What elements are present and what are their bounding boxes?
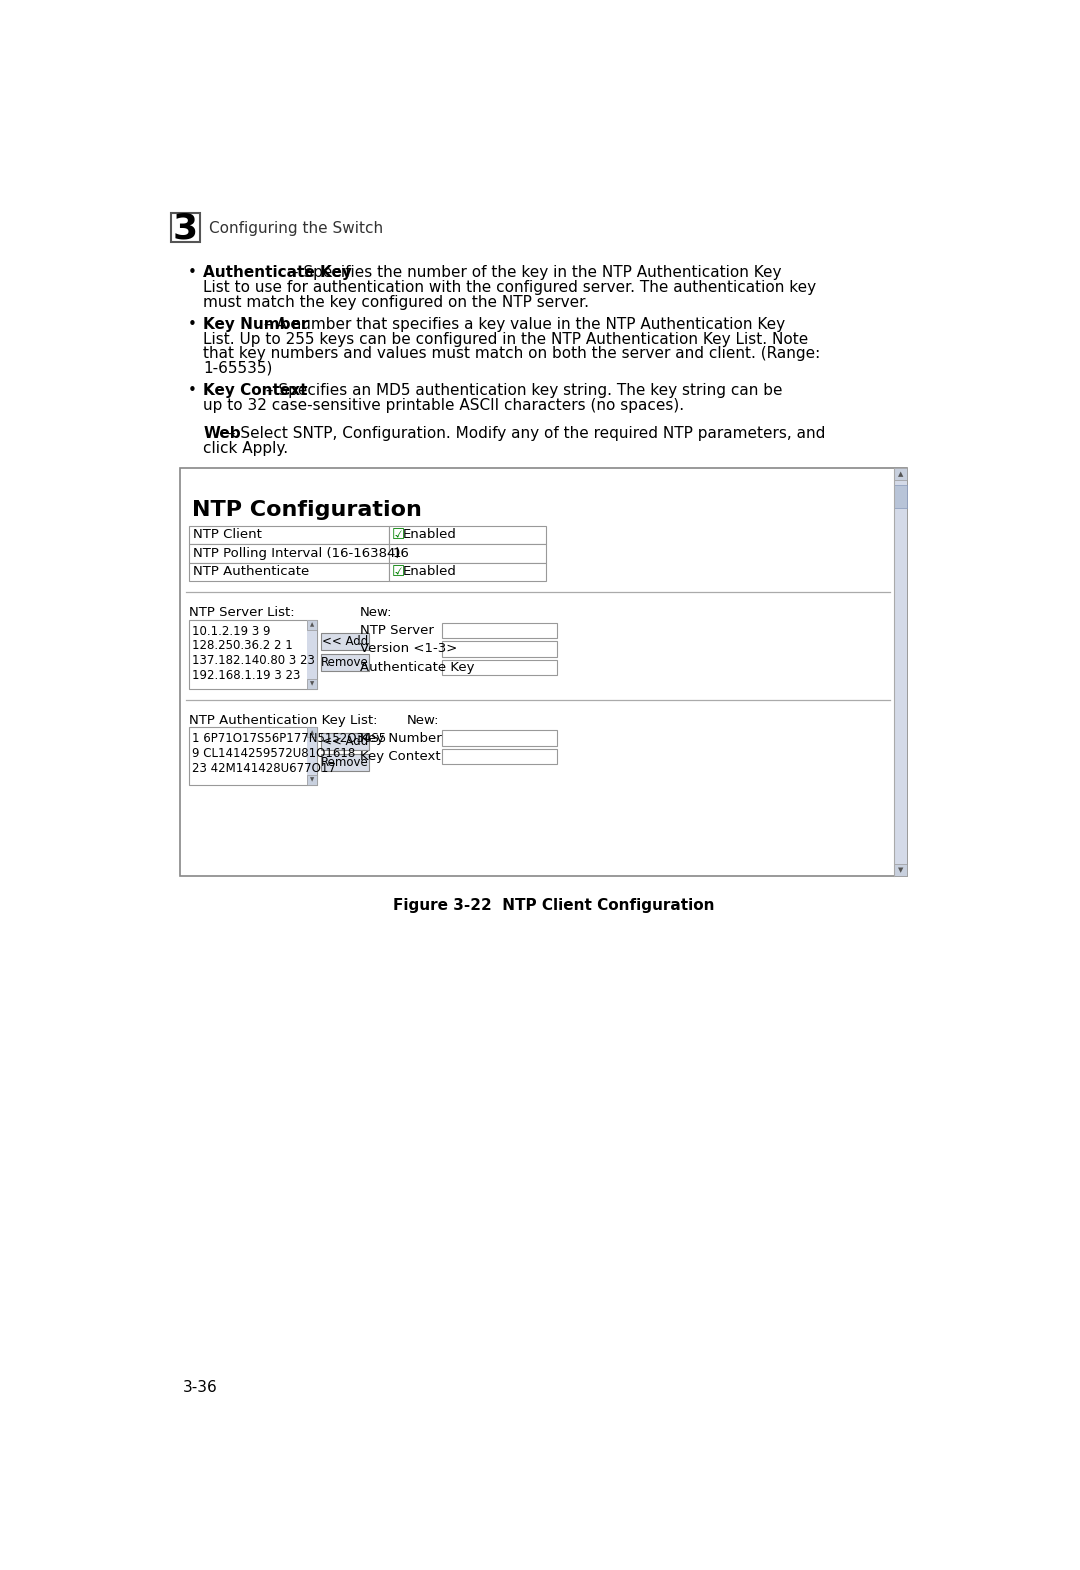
Text: ▼: ▼	[310, 777, 314, 783]
FancyBboxPatch shape	[442, 641, 556, 656]
Text: Remove: Remove	[321, 757, 369, 769]
Text: << Add: << Add	[322, 634, 368, 648]
Text: – Select SNTP, Configuration. Modify any of the required NTP parameters, and: – Select SNTP, Configuration. Modify any…	[222, 427, 825, 441]
FancyBboxPatch shape	[189, 526, 389, 545]
FancyBboxPatch shape	[442, 659, 556, 675]
Text: Configuring the Switch: Configuring the Switch	[210, 221, 383, 236]
Text: – Specifies an MD5 authentication key string. The key string can be: – Specifies an MD5 authentication key st…	[261, 383, 783, 399]
Text: 16: 16	[392, 546, 409, 560]
FancyBboxPatch shape	[389, 562, 545, 581]
FancyBboxPatch shape	[389, 545, 545, 562]
FancyBboxPatch shape	[321, 754, 369, 771]
Text: 137.182.140.80 3 23: 137.182.140.80 3 23	[192, 655, 315, 667]
Text: << Add: << Add	[322, 735, 368, 747]
Text: Authenticate Key: Authenticate Key	[360, 661, 474, 674]
Text: ☑: ☑	[392, 528, 405, 542]
Text: List. Up to 255 keys can be configured in the NTP Authentication Key List. Note: List. Up to 255 keys can be configured i…	[203, 331, 809, 347]
FancyBboxPatch shape	[894, 864, 907, 876]
Text: ▼: ▼	[310, 681, 314, 686]
Text: Authenticate Key: Authenticate Key	[203, 265, 352, 281]
FancyBboxPatch shape	[894, 468, 907, 480]
FancyBboxPatch shape	[442, 749, 556, 765]
FancyBboxPatch shape	[442, 623, 556, 637]
Text: NTP Polling Interval (16-16384): NTP Polling Interval (16-16384)	[193, 546, 401, 560]
FancyBboxPatch shape	[321, 655, 369, 672]
FancyBboxPatch shape	[307, 620, 318, 689]
Text: New:: New:	[406, 714, 438, 727]
FancyBboxPatch shape	[189, 545, 389, 562]
Text: ▲: ▲	[310, 730, 314, 735]
Text: ▲: ▲	[310, 622, 314, 626]
Text: that key numbers and values must match on both the server and client. (Range:: that key numbers and values must match o…	[203, 347, 821, 361]
Text: – Specifies the number of the key in the NTP Authentication Key: – Specifies the number of the key in the…	[286, 265, 782, 281]
FancyBboxPatch shape	[389, 526, 545, 545]
Text: New:: New:	[360, 606, 392, 619]
Text: Figure 3-22  NTP Client Configuration: Figure 3-22 NTP Client Configuration	[393, 898, 714, 912]
FancyBboxPatch shape	[307, 727, 318, 785]
Text: Enabled: Enabled	[403, 529, 456, 542]
Text: NTP Server: NTP Server	[360, 623, 434, 637]
Text: must match the key configured on the NTP server.: must match the key configured on the NTP…	[203, 295, 590, 309]
Text: Key Context: Key Context	[203, 383, 308, 399]
Text: •: •	[188, 317, 197, 331]
Text: Enabled: Enabled	[403, 565, 456, 578]
Text: Web: Web	[203, 427, 241, 441]
FancyBboxPatch shape	[189, 562, 389, 581]
Text: Remove: Remove	[321, 656, 369, 669]
Text: NTP Authenticate: NTP Authenticate	[193, 565, 309, 578]
Text: click Apply.: click Apply.	[203, 441, 288, 455]
Text: 1-65535): 1-65535)	[203, 361, 272, 375]
Text: 1 6P71O17S56P177N5152O34S5: 1 6P71O17S56P177N5152O34S5	[192, 733, 387, 746]
Text: NTP Client: NTP Client	[193, 529, 262, 542]
Text: 23 42M141428U677O17: 23 42M141428U677O17	[192, 761, 336, 774]
FancyBboxPatch shape	[307, 776, 318, 785]
FancyBboxPatch shape	[307, 678, 318, 689]
Text: NTP Configuration: NTP Configuration	[192, 501, 422, 520]
Text: 10.1.2.19 3 9: 10.1.2.19 3 9	[192, 625, 271, 637]
Text: •: •	[188, 265, 197, 281]
Text: 9 CL1414259572U81O1618: 9 CL1414259572U81O1618	[192, 747, 355, 760]
Text: List to use for authentication with the configured server. The authentication ke: List to use for authentication with the …	[203, 279, 816, 295]
FancyBboxPatch shape	[321, 633, 369, 650]
FancyBboxPatch shape	[180, 468, 907, 876]
Text: Key Context: Key Context	[360, 750, 441, 763]
FancyBboxPatch shape	[307, 727, 318, 738]
Text: Key Number: Key Number	[360, 732, 442, 744]
Text: Version <1-3>: Version <1-3>	[360, 642, 457, 655]
FancyBboxPatch shape	[189, 727, 318, 785]
Text: ☑: ☑	[392, 564, 405, 579]
Text: •: •	[188, 383, 197, 399]
Text: Key Number: Key Number	[203, 317, 309, 331]
FancyBboxPatch shape	[189, 620, 318, 689]
Text: 3-36: 3-36	[183, 1380, 218, 1396]
FancyBboxPatch shape	[442, 730, 556, 746]
Text: 192.168.1.19 3 23: 192.168.1.19 3 23	[192, 669, 300, 681]
Text: 128.250.36.2 2 1: 128.250.36.2 2 1	[192, 639, 293, 652]
Text: ▼: ▼	[897, 867, 903, 873]
FancyBboxPatch shape	[171, 214, 200, 242]
FancyBboxPatch shape	[894, 468, 907, 876]
Text: ▲: ▲	[897, 471, 903, 477]
FancyBboxPatch shape	[894, 485, 907, 509]
Text: – A number that specifies a key value in the NTP Authentication Key: – A number that specifies a key value in…	[259, 317, 785, 331]
FancyBboxPatch shape	[321, 733, 369, 750]
Text: up to 32 case-sensitive printable ASCII characters (no spaces).: up to 32 case-sensitive printable ASCII …	[203, 397, 685, 413]
Text: NTP Server List:: NTP Server List:	[189, 606, 295, 619]
FancyBboxPatch shape	[307, 620, 318, 630]
Text: 3: 3	[173, 212, 198, 245]
Text: NTP Authentication Key List:: NTP Authentication Key List:	[189, 714, 378, 727]
